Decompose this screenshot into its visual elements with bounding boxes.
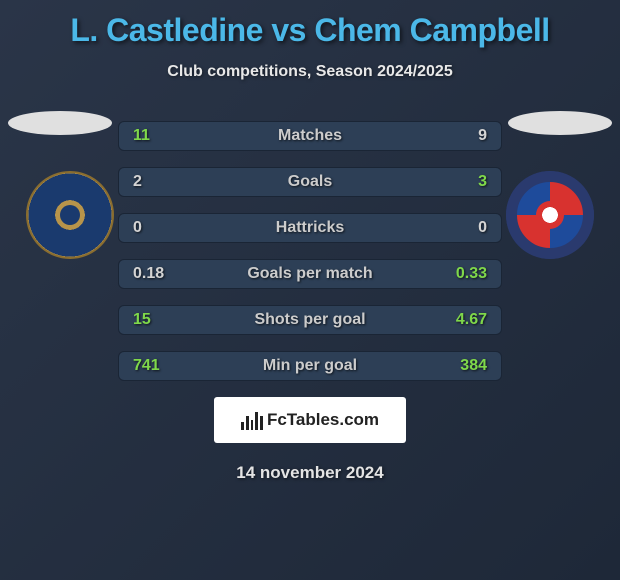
stat-label: Min per goal — [263, 357, 357, 375]
stat-row: 2 Goals 3 — [118, 167, 502, 197]
stat-value-right: 3 — [478, 173, 487, 191]
stat-value-left: 2 — [133, 173, 142, 191]
stat-value-right: 0.33 — [456, 265, 487, 283]
date-label: 14 november 2024 — [0, 463, 620, 483]
stat-label: Goals per match — [247, 265, 372, 283]
club-logo-left — [26, 171, 114, 259]
player-avatar-left — [8, 111, 112, 135]
stat-label: Matches — [278, 127, 342, 145]
stat-row: 0 Hattricks 0 — [118, 213, 502, 243]
stat-value-right: 4.67 — [456, 311, 487, 329]
stat-label: Shots per goal — [254, 311, 365, 329]
stats-list: 11 Matches 9 2 Goals 3 0 Hattricks 0 0.1… — [118, 111, 502, 381]
comparison-panel: 11 Matches 9 2 Goals 3 0 Hattricks 0 0.1… — [0, 111, 620, 483]
stat-value-left: 11 — [133, 127, 150, 145]
stat-label: Goals — [288, 173, 332, 191]
stat-value-left: 0.18 — [133, 265, 164, 283]
stat-row: 0.18 Goals per match 0.33 — [118, 259, 502, 289]
player-avatar-right — [508, 111, 612, 135]
stat-row: 741 Min per goal 384 — [118, 351, 502, 381]
stat-value-right: 0 — [478, 219, 487, 237]
stat-label: Hattricks — [276, 219, 344, 237]
chart-icon — [241, 410, 263, 430]
stat-value-left: 741 — [133, 357, 160, 375]
branding-text: FcTables.com — [267, 410, 379, 430]
club-logo-right — [506, 171, 594, 259]
stat-value-right: 384 — [460, 357, 487, 375]
stat-value-left: 15 — [133, 311, 151, 329]
branding-bar[interactable]: FcTables.com — [214, 397, 406, 443]
stat-row: 11 Matches 9 — [118, 121, 502, 151]
page-title: L. Castledine vs Chem Campbell — [0, 0, 620, 49]
page-subtitle: Club competitions, Season 2024/2025 — [0, 63, 620, 81]
stat-value-left: 0 — [133, 219, 142, 237]
stat-row: 15 Shots per goal 4.67 — [118, 305, 502, 335]
stat-value-right: 9 — [478, 127, 487, 145]
